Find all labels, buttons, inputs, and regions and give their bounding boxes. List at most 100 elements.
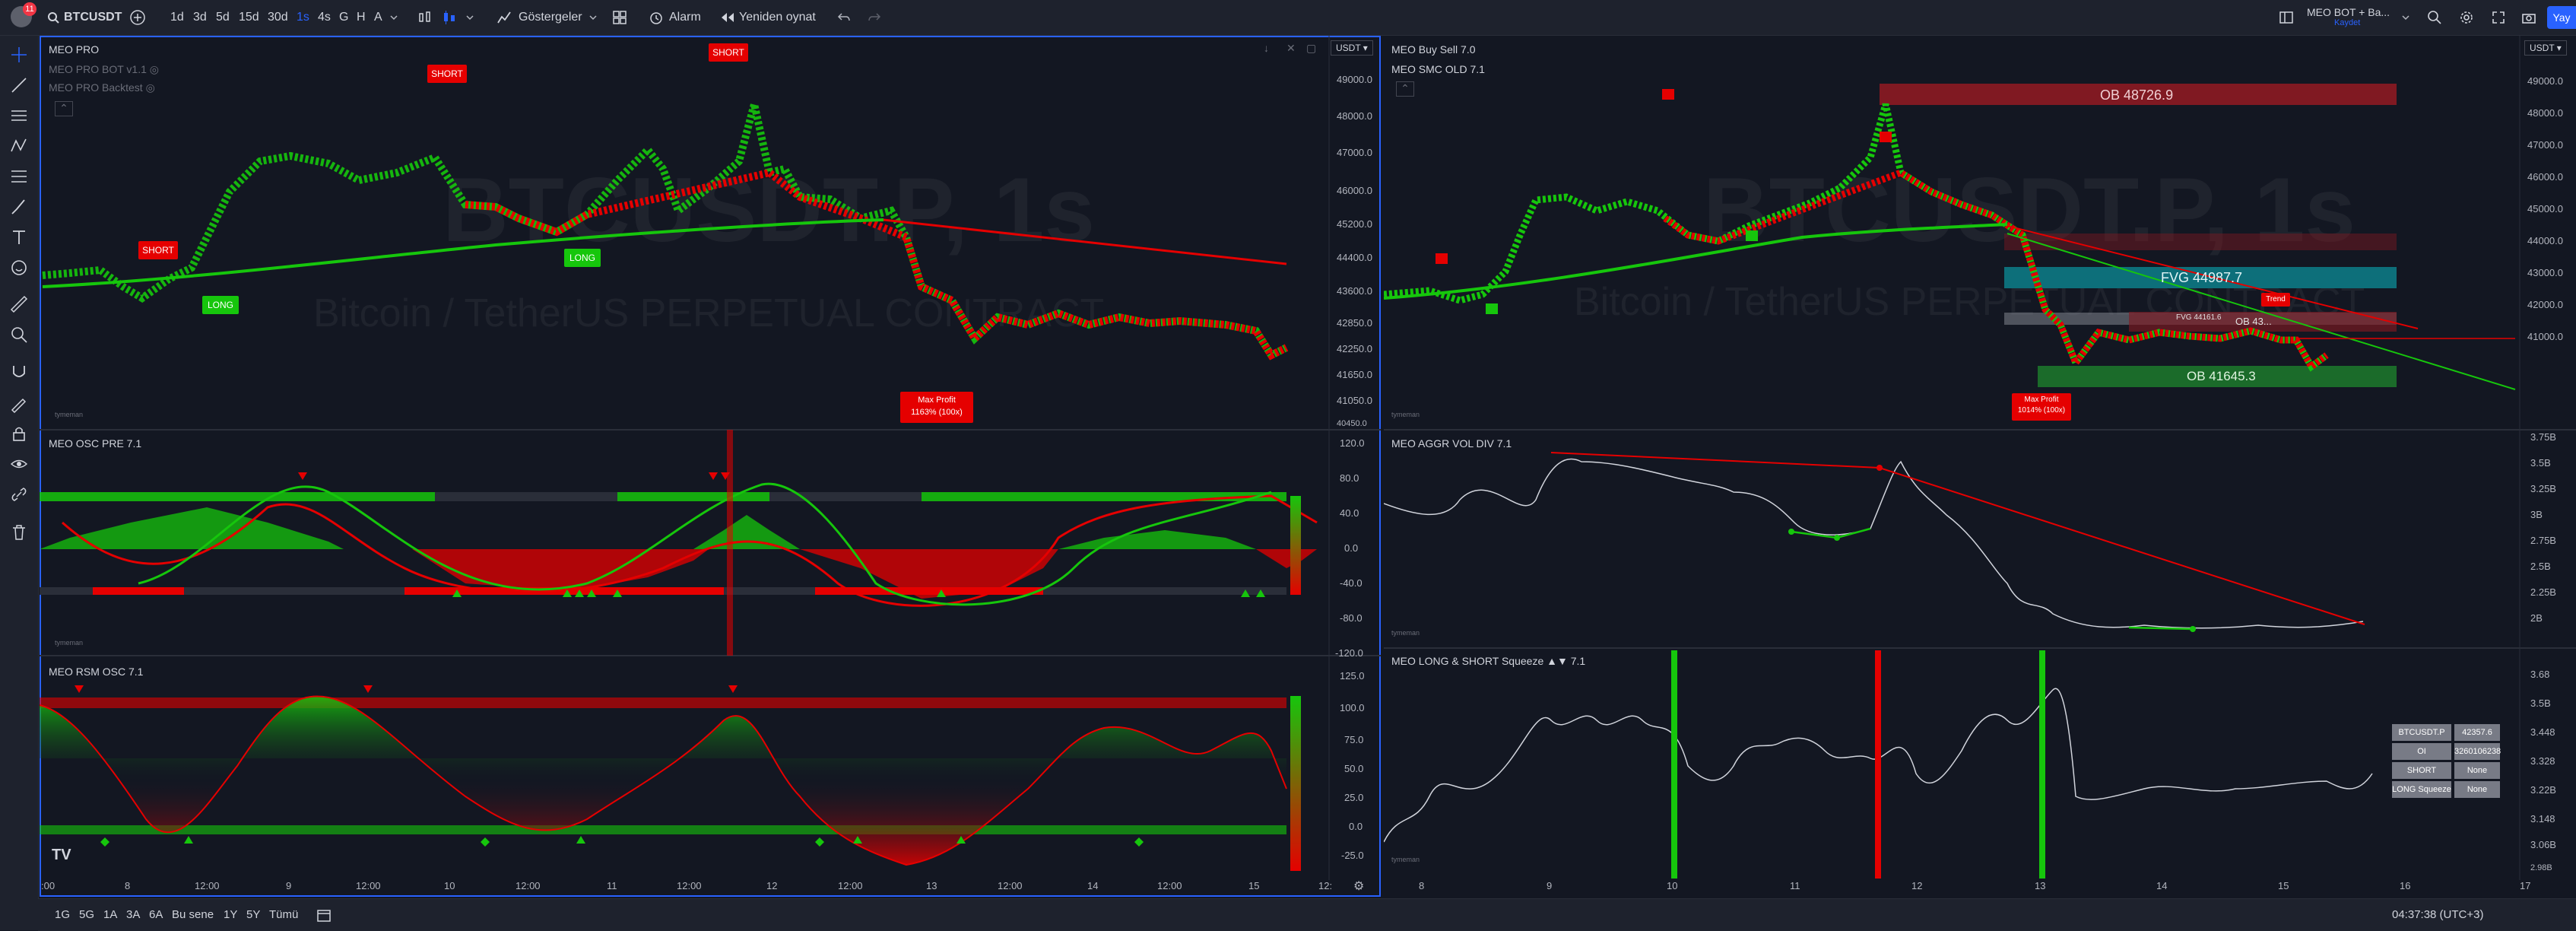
trash-icon[interactable] xyxy=(9,523,29,542)
quick-search-button[interactable] xyxy=(2427,0,2442,35)
zoom-icon[interactable] xyxy=(9,325,29,345)
eye-hidden-icon[interactable]: ◎ xyxy=(149,63,159,75)
indicator-aggr-vol[interactable]: MEO AGGR VOL DIV 7.1 xyxy=(1391,437,1512,450)
interval-30d[interactable]: 30d xyxy=(268,11,288,24)
time-axis-label: 12:00 xyxy=(516,880,541,891)
range-all[interactable]: Tümü xyxy=(269,908,299,921)
indicator-squeeze[interactable]: MEO LONG & SHORT Squeeze ▲▼ 7.1 xyxy=(1391,655,1586,667)
time-axis-label: 14 xyxy=(1087,880,1099,891)
eye-hidden-icon[interactable]: ◎ xyxy=(145,81,155,94)
right-chart-panel[interactable]: BTCUSDT.P, 1s Bitcoin / TetherUS PERPETU… xyxy=(1384,36,2576,897)
left-chart-panel[interactable]: BTCUSDT.P, 1s Bitcoin / TetherUS PERPETU… xyxy=(40,36,1381,897)
emoji-icon[interactable] xyxy=(9,258,29,278)
symbol-search[interactable]: BTCUSDT xyxy=(47,0,122,35)
range-3a[interactable]: 3A xyxy=(126,908,141,921)
range-6a[interactable]: 6A xyxy=(149,908,163,921)
indicator-osc-pre[interactable]: MEO OSC PRE 7.1 xyxy=(49,437,142,450)
eye-icon[interactable] xyxy=(9,454,29,474)
currency-select[interactable]: USDT ▾ xyxy=(1331,40,1373,56)
interval-h[interactable]: H xyxy=(357,11,366,24)
range-ytd[interactable]: Bu sene xyxy=(172,908,214,921)
pane-maximize-button[interactable]: ▢ xyxy=(1306,42,1317,54)
table-row: LONG Squeeze None xyxy=(2392,781,2500,798)
interval-15d[interactable]: 15d xyxy=(239,11,259,24)
lock-icon[interactable] xyxy=(9,424,29,443)
credit-label: tymeman xyxy=(1391,629,1420,637)
range-5y[interactable]: 5Y xyxy=(246,908,261,921)
osc-axis-label: 80.0 xyxy=(1340,472,1359,484)
interval-a[interactable]: A xyxy=(374,11,382,24)
text-icon[interactable] xyxy=(9,227,29,247)
screenshot-button[interactable] xyxy=(2521,0,2536,35)
alarm-button[interactable]: Alarm xyxy=(648,0,701,35)
trend-line-icon[interactable] xyxy=(9,75,29,95)
settings-button[interactable] xyxy=(2459,0,2474,35)
tradingview-logo[interactable]: TV xyxy=(52,847,71,863)
indicator-meo-pro-bot[interactable]: MEO PRO BOT v1.1 ◎ xyxy=(49,63,159,76)
indicator-meo-pro-backtest[interactable]: MEO PRO Backtest ◎ xyxy=(49,81,155,94)
publish-button[interactable]: Yay xyxy=(2547,6,2576,29)
currency-select[interactable]: USDT ▾ xyxy=(2524,40,2567,56)
rsm-axis-label: 25.0 xyxy=(1344,792,1364,803)
time-axis-label: 12:00 xyxy=(838,880,863,891)
interval-dropdown[interactable] xyxy=(389,0,398,35)
interval-1d[interactable]: 1d xyxy=(170,11,184,24)
interval-g[interactable]: G xyxy=(339,11,349,24)
indicator-meo-pro[interactable]: MEO PRO xyxy=(49,43,100,56)
time-axis-label: 11 xyxy=(1790,880,1800,891)
layout-toggle-button[interactable] xyxy=(2278,0,2295,35)
redo-button[interactable] xyxy=(867,0,882,35)
fvg-label: FVG 44987.7 xyxy=(2161,270,2243,285)
collapse-indicators-button[interactable]: ⌃ xyxy=(1396,81,1414,97)
clock-label[interactable]: 04:37:38 (UTC+3) xyxy=(2392,908,2484,921)
range-1y[interactable]: 1Y xyxy=(224,908,238,921)
alarm-label: Alarm xyxy=(669,11,701,24)
interval-4s[interactable]: 4s xyxy=(318,11,331,24)
brush-icon[interactable] xyxy=(9,197,29,217)
ruler-icon[interactable] xyxy=(9,294,29,314)
gear-icon[interactable]: ⚙ xyxy=(1353,880,1365,893)
price-axis-label: 41050.0 xyxy=(1337,395,1372,406)
collapse-indicators-button[interactable]: ⌃ xyxy=(55,101,73,116)
add-symbol-button[interactable] xyxy=(129,0,146,35)
fib-icon[interactable] xyxy=(9,167,29,186)
rsm-axis-label: 125.0 xyxy=(1340,670,1365,682)
bar-style-button[interactable] xyxy=(417,0,433,35)
crosshair-icon[interactable] xyxy=(9,45,29,65)
chart-type-dropdown[interactable] xyxy=(465,0,474,35)
interval-5d[interactable]: 5d xyxy=(216,11,230,24)
candle-style-button[interactable] xyxy=(441,0,458,35)
chart-watermark: BTCUSDT.P, 1s xyxy=(1703,159,2356,261)
layouts-button[interactable] xyxy=(611,0,628,35)
squeeze-axis-label: 3.5B xyxy=(2530,697,2551,709)
pane-down-button[interactable]: ↓ xyxy=(1264,42,1269,54)
undo-button[interactable] xyxy=(836,0,852,35)
indicator-buy-sell[interactable]: MEO Buy Sell 7.0 xyxy=(1391,43,1476,56)
price-axis-label: 48000.0 xyxy=(1337,110,1372,122)
indicators-button[interactable]: Göstergeler xyxy=(496,0,598,35)
indicator-smc[interactable]: MEO SMC OLD 7.1 xyxy=(1391,63,1485,75)
replay-button[interactable]: Yeniden oynat xyxy=(719,0,816,35)
magnet-icon[interactable] xyxy=(9,363,29,383)
pencil-lock-icon[interactable] xyxy=(9,393,29,413)
undo-icon xyxy=(837,13,850,21)
search-icon xyxy=(2428,11,2441,24)
range-1a[interactable]: 1A xyxy=(103,908,118,921)
pane-close-button[interactable]: ✕ xyxy=(1286,42,1296,54)
indicator-rsm-osc[interactable]: MEO RSM OSC 7.1 xyxy=(49,666,144,678)
go-to-date-button[interactable] xyxy=(316,899,332,931)
layout-name[interactable]: MEO BOT + Ba... Kaydet xyxy=(2307,0,2390,35)
horizontal-lines-icon[interactable] xyxy=(9,106,29,126)
interval-1s[interactable]: 1s xyxy=(297,11,309,24)
indicators-icon xyxy=(497,11,511,24)
rsm-axis-label: -25.0 xyxy=(1341,850,1364,861)
link-icon[interactable] xyxy=(9,485,29,504)
notification-badge[interactable]: 11 xyxy=(23,2,36,16)
layout-dropdown[interactable] xyxy=(2401,0,2410,35)
range-5g[interactable]: 5G xyxy=(79,908,95,921)
pattern-icon[interactable] xyxy=(9,136,29,156)
interval-3d[interactable]: 3d xyxy=(193,11,207,24)
range-1g[interactable]: 1G xyxy=(55,908,71,921)
fullscreen-button[interactable] xyxy=(2491,0,2506,35)
